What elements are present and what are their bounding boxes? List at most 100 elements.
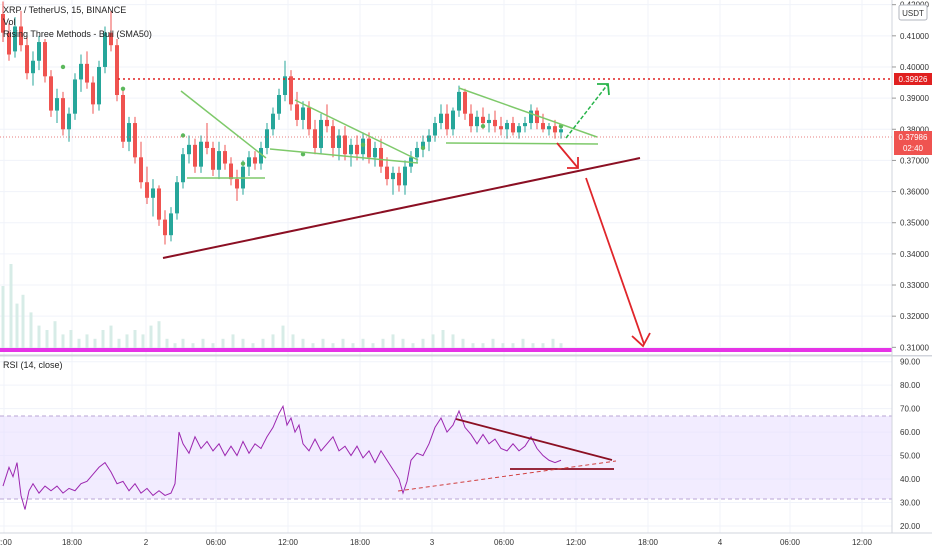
candle-body	[199, 141, 203, 167]
currency-label: USDT	[902, 9, 924, 18]
volume-bar	[165, 338, 169, 352]
candle-body	[91, 82, 95, 105]
time-axis-ticks: 2:00 18:00 2 06:00 12:00 18:00 3 06:00 12:00 18:0…	[0, 538, 873, 547]
ascending-trendline[interactable]	[162, 157, 641, 259]
flag-upper-1[interactable]	[180, 90, 267, 159]
volume-bar	[133, 330, 137, 352]
resistance-price-tag: 0.39926	[894, 73, 932, 85]
rsi-dashed-support[interactable]	[397, 460, 617, 492]
candle-body	[541, 123, 545, 130]
volume-bar	[77, 338, 81, 352]
candle-body	[25, 45, 29, 74]
sma-marker	[240, 161, 246, 166]
candle-body	[427, 135, 431, 142]
candle-body	[7, 32, 11, 55]
candle-body	[43, 42, 47, 77]
target-level-line[interactable]	[0, 348, 892, 352]
candle-body	[295, 104, 299, 120]
candle-body	[109, 32, 113, 46]
volume-bar	[441, 330, 445, 352]
volume-bar	[431, 334, 435, 352]
candle-body	[205, 141, 209, 148]
volume-bar	[481, 343, 485, 352]
candle-body	[325, 119, 329, 127]
candle-body	[535, 110, 539, 124]
flag-lower-2[interactable]	[269, 148, 419, 164]
rsi-axis[interactable]	[892, 357, 932, 533]
candle-body	[85, 63, 89, 83]
indicator-legend[interactable]: Rising Three Methods - Bull (SMA50)	[3, 29, 152, 39]
candle-body	[337, 135, 341, 148]
price-pane[interactable]	[0, 0, 892, 355]
price-tick-label: 0.38000	[900, 125, 929, 134]
candle-body	[415, 147, 419, 158]
volume-bar	[551, 338, 555, 352]
rsi-band	[0, 416, 892, 499]
time-tick-label: 2:00	[0, 538, 12, 547]
grid	[0, 0, 892, 533]
bullish-arrow[interactable]	[565, 83, 610, 139]
candle-body	[289, 76, 293, 105]
price-tick-label: 0.31000	[900, 343, 929, 352]
candle-body	[97, 66, 101, 105]
candle-body	[103, 32, 107, 67]
candle-body	[439, 113, 443, 124]
time-axis[interactable]	[0, 533, 932, 550]
candle-body	[403, 166, 407, 186]
rsi-legend[interactable]: RSI (14, close)	[3, 360, 63, 370]
candle-body	[151, 188, 155, 198]
volume-bar	[511, 343, 515, 352]
candle-body	[223, 151, 227, 164]
price-axis[interactable]	[892, 0, 932, 355]
volume-bar	[241, 338, 245, 352]
volume-bar	[491, 338, 495, 352]
candle-body	[139, 157, 143, 183]
currency-button[interactable]: USDT	[898, 4, 928, 21]
bar-countdown: 02:40	[903, 144, 924, 153]
price-tick-label: 0.36000	[900, 188, 929, 197]
candle-body	[259, 147, 263, 164]
sma-marker	[420, 145, 426, 151]
candle-body	[67, 113, 71, 130]
volume-bar	[541, 343, 545, 352]
candle-body	[457, 91, 461, 111]
volume-bar	[501, 343, 505, 352]
price-tick-label: 0.33000	[900, 281, 929, 290]
candle-body	[37, 42, 41, 61]
bearish-target-arrow[interactable]	[585, 177, 651, 348]
candle-body	[373, 147, 377, 158]
time-tick-label: 06:00	[494, 538, 515, 547]
sma-marker	[120, 86, 126, 91]
candle-body	[217, 151, 221, 170]
volume-bar	[61, 334, 65, 352]
volume-bar	[201, 338, 205, 352]
volume-bar	[29, 312, 33, 352]
candle-body	[481, 116, 485, 124]
symbol-header[interactable]: XRP / TetherUS, 15, BINANCE	[3, 5, 126, 15]
time-tick-label: 18:00	[62, 538, 83, 547]
flag-upper-2[interactable]	[294, 99, 419, 161]
candle-body	[493, 119, 497, 127]
volume-bar	[371, 343, 375, 352]
volume-bar	[531, 343, 535, 352]
volume-bar	[341, 338, 345, 352]
flag-lower-3[interactable]	[445, 142, 599, 145]
candle-body	[397, 172, 401, 186]
volume-bar	[261, 338, 265, 352]
time-tick-label: 3	[430, 538, 435, 547]
rsi-upper-trend[interactable]	[455, 418, 613, 461]
candle-body	[517, 126, 521, 133]
candle-body	[265, 129, 269, 148]
volume-legend[interactable]: Vol	[3, 17, 16, 27]
candle-body	[247, 157, 251, 167]
volume-bar	[251, 343, 255, 352]
volume-bar	[311, 343, 315, 352]
price-tick-label: 0.39000	[900, 94, 929, 103]
time-tick-label: 2	[144, 538, 149, 547]
volume-bar	[271, 334, 275, 352]
sma-marker	[60, 64, 66, 70]
candle-body	[61, 98, 65, 130]
bearish-short-arrow[interactable]	[556, 142, 579, 169]
candle-body	[121, 95, 125, 142]
